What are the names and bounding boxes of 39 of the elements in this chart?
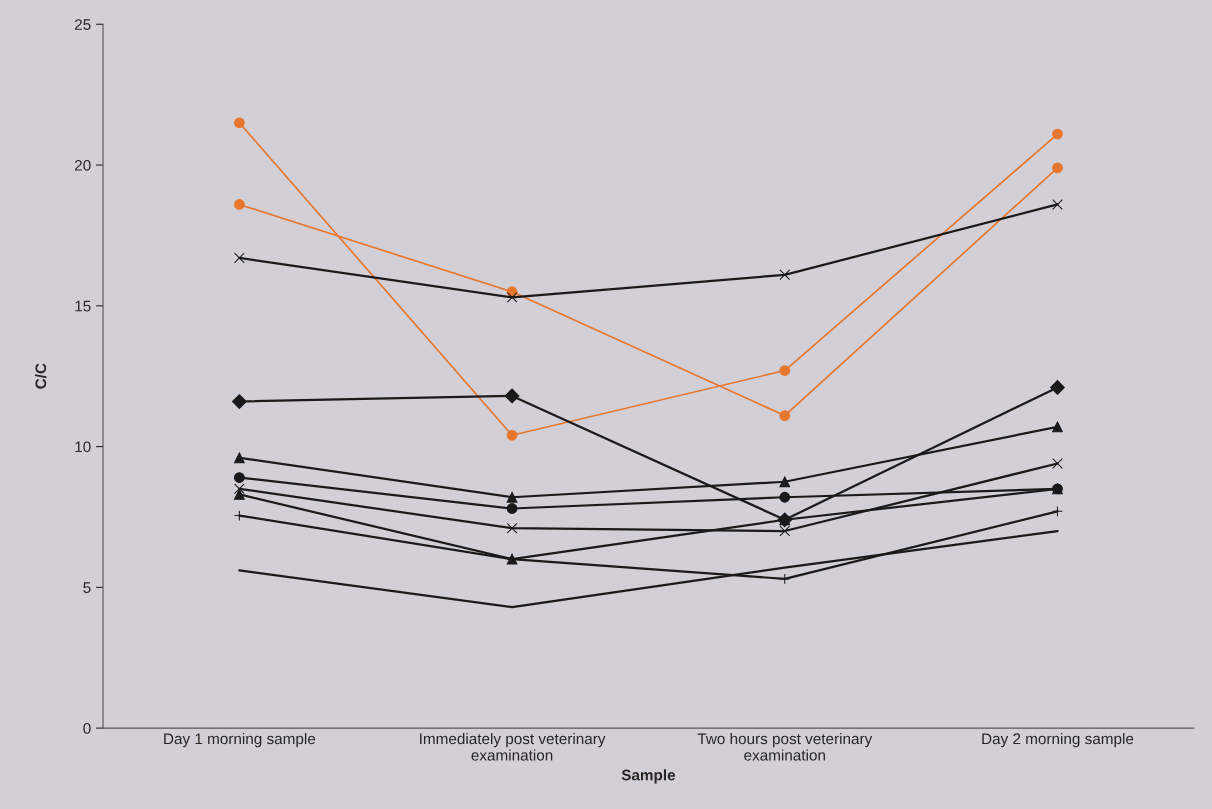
x-tick-label: Day 1 morning sample	[164, 732, 316, 748]
point	[233, 489, 245, 500]
point	[779, 365, 791, 376]
point	[1052, 421, 1063, 433]
point	[504, 388, 520, 404]
x-tick-label: Two hours post veterinary examination	[697, 732, 873, 761]
y-tick-label: 25	[74, 19, 91, 30]
x-tick-label: Immediately post veterinary examination	[420, 732, 606, 761]
point	[233, 117, 245, 129]
y-axis-title: C/C	[34, 363, 47, 389]
point	[779, 476, 791, 488]
y-tick-label: 15	[75, 300, 91, 312]
y-tick-label: 10	[75, 441, 91, 453]
x-tick-label: Day 2 morning sample	[982, 732, 1134, 748]
point	[506, 522, 518, 534]
point	[779, 269, 791, 281]
y-tick-label: 0	[83, 722, 91, 734]
point	[231, 394, 247, 409]
point	[233, 452, 245, 464]
point	[233, 252, 245, 264]
point	[233, 483, 245, 495]
point	[1050, 380, 1065, 395]
point	[779, 410, 791, 421]
point	[506, 503, 518, 514]
point	[1052, 458, 1063, 469]
point	[506, 429, 518, 441]
y-tick-label: 20	[74, 159, 91, 171]
point	[779, 491, 791, 503]
point	[506, 291, 518, 303]
point	[233, 472, 245, 483]
point	[1052, 199, 1063, 210]
point	[506, 491, 518, 503]
point	[1052, 162, 1063, 174]
y-tick-label: 5	[83, 582, 91, 594]
point	[1052, 128, 1063, 140]
point	[233, 199, 245, 210]
x-axis-title: Sample	[621, 769, 676, 784]
point	[779, 525, 791, 537]
point	[1052, 505, 1063, 517]
